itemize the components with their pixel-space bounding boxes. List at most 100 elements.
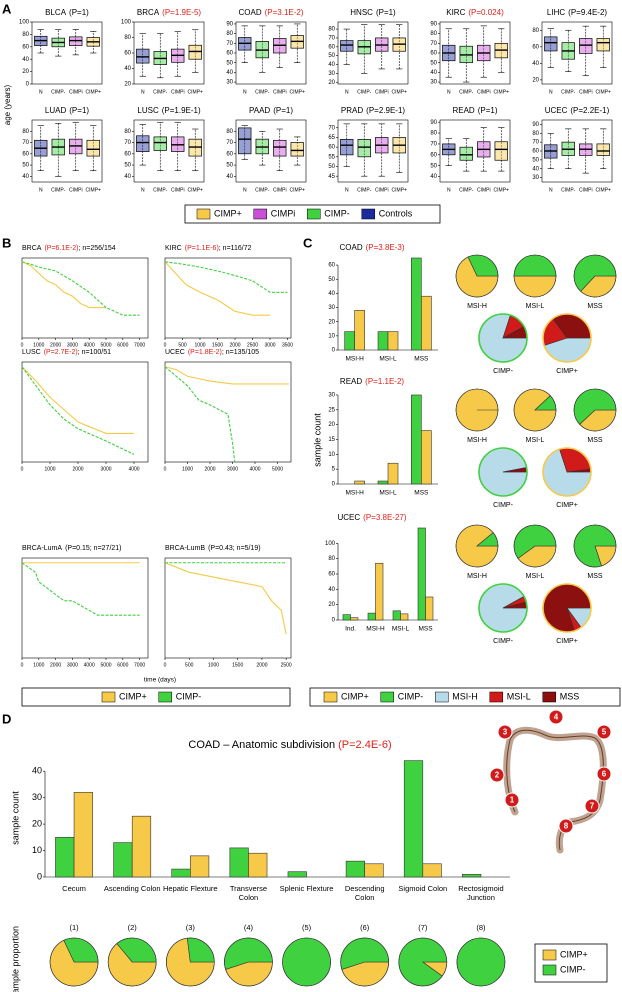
colon-marker-label: 4 — [554, 713, 559, 722]
bar — [248, 852, 268, 878]
x-tick-label: N — [447, 89, 451, 95]
chart-title: BRCA-LumB (P=0.43; n=5/19) — [165, 545, 261, 552]
y-tick-label: 40 — [328, 291, 335, 297]
title-name: HNSC — [350, 8, 373, 17]
x-tick-label: CIMP+ — [494, 89, 510, 95]
y-tick-label: 40 — [226, 70, 233, 76]
x-tick-label: 3000 — [264, 342, 275, 348]
x-tick-label: MSI-L — [379, 356, 397, 363]
pie — [513, 524, 557, 568]
pie-border — [107, 937, 157, 987]
pie-label: MSI-H — [467, 573, 487, 580]
legend-swatch — [361, 208, 376, 220]
pie-label: MSS — [587, 573, 603, 580]
bar — [421, 430, 432, 485]
panel-label: A — [2, 1, 12, 16]
bar — [422, 863, 442, 878]
y-tick-label: 40 — [32, 766, 42, 776]
x-tick-label: Ind. — [345, 626, 356, 633]
axis-label: sample count — [10, 791, 20, 845]
pie — [282, 937, 331, 987]
y-tick-label: 10 — [328, 452, 335, 458]
box — [136, 135, 150, 152]
bar — [425, 596, 434, 621]
survival-line — [21, 366, 135, 455]
bar — [375, 562, 384, 621]
bar — [354, 480, 365, 485]
plot-frame — [133, 119, 205, 183]
colon-diagram — [503, 726, 607, 854]
bar — [171, 868, 191, 878]
pie-border — [398, 937, 448, 987]
title-name: COAD – Anatomic subdivision — [188, 739, 335, 751]
y-tick-label: 80 — [22, 32, 29, 38]
y-tick-label: 0 — [26, 82, 30, 88]
legend-box — [21, 687, 291, 707]
x-tick-label: N — [345, 187, 349, 193]
survival-line — [164, 261, 288, 293]
y-tick-label: 70 — [328, 36, 335, 42]
y-tick-label: 80 — [430, 131, 437, 137]
x-tick-label: CIMP- — [153, 187, 168, 193]
x-tick-label: CIMP- — [561, 89, 576, 95]
survival-line — [164, 261, 270, 316]
x-tick-label: 0 — [164, 662, 167, 668]
title-n: ; n=116/72 — [219, 245, 252, 252]
colon-marker — [489, 767, 505, 783]
category-number: (4) — [244, 923, 254, 932]
pie — [542, 583, 592, 633]
box — [459, 146, 473, 161]
survival-line — [164, 562, 287, 635]
title-name: LUAD — [45, 106, 67, 115]
x-tick-label: CIMP- — [255, 89, 270, 95]
x-tick-label: 7000 — [134, 342, 145, 348]
x-tick-label: CIMP+ — [290, 187, 306, 193]
title-p: (P=1) — [273, 106, 293, 115]
x-tick-label: MSI-H — [366, 626, 385, 633]
pie-label: MSI-L — [526, 303, 545, 310]
x-tick-label: 1500 — [232, 662, 243, 668]
y-tick-label: 20 — [328, 422, 335, 428]
x-tick-label: CIMP+ — [86, 89, 102, 95]
pie-label: CIMP+ — [556, 638, 578, 645]
colon-marker-label: 1 — [510, 796, 515, 805]
x-tick-label: MSI-L — [392, 626, 410, 633]
colon-marker-label: 5 — [602, 728, 607, 737]
pie-label: MSI-H — [467, 303, 487, 310]
bar — [354, 310, 365, 351]
chart-title: BRCA (P=6.1E-2); n=256/154 — [22, 245, 116, 252]
y-tick-label: 70 — [226, 140, 233, 146]
y-tick-label: 30 — [328, 305, 335, 311]
x-tick-label: CIMP- — [255, 187, 270, 193]
pie-border — [542, 447, 592, 497]
box — [357, 139, 371, 158]
category-number: (2) — [128, 923, 138, 932]
legend: CIMP+ CIMPi CIMP- Controls — [184, 204, 441, 224]
y-tick-label: 60 — [328, 572, 335, 578]
pie-border — [455, 524, 499, 568]
y-tick-label: 40 — [430, 70, 437, 76]
box — [340, 40, 354, 52]
y-tick-label: 50 — [430, 60, 437, 66]
title-p: (P=1.1E-6) — [185, 245, 219, 252]
pie — [166, 937, 215, 987]
y-tick-label: 90 — [532, 122, 539, 128]
x-tick-label: 5000 — [272, 466, 283, 472]
legend-label: CIMP- — [560, 964, 586, 974]
pie — [224, 937, 273, 987]
legend-box — [534, 943, 608, 983]
survival-line — [21, 261, 140, 316]
y-tick-label: 60 — [226, 51, 233, 57]
legend-swatch — [101, 691, 116, 703]
plot-frame — [164, 361, 292, 463]
panel-label: C — [303, 235, 313, 250]
bar — [367, 612, 376, 621]
chart-title: UCEC (P=2.2E-1) — [545, 106, 610, 115]
title-name: UCEC — [545, 106, 568, 115]
x-tick-label: Rectosigmoid Junction — [458, 884, 504, 902]
plot-frame — [164, 557, 292, 659]
legend-swatch — [196, 208, 211, 220]
pie-slice — [513, 254, 557, 277]
title-p: (P=0.024) — [468, 8, 504, 17]
y-tick-label: 90 — [226, 22, 233, 28]
